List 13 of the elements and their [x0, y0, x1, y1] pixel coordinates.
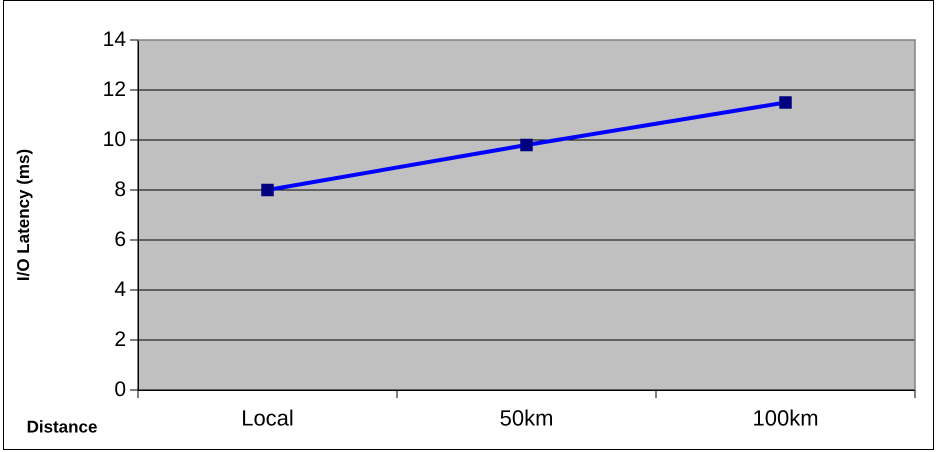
y-tick-label: 14	[102, 28, 126, 51]
y-tick-label: 10	[102, 128, 126, 151]
y-tick-label: 4	[114, 278, 126, 301]
x-tick-label: 100km	[752, 405, 819, 430]
x-tick-label: 50km	[500, 405, 554, 430]
y-tick-label: 0	[114, 378, 126, 401]
y-tick-label: 12	[102, 78, 126, 101]
y-tick-label: 6	[114, 228, 126, 251]
y-axis-title: I/O Latency (ms)	[14, 148, 33, 282]
y-tick-label: 8	[114, 178, 126, 201]
x-axis-title: Distance	[26, 418, 98, 437]
y-tick-label: 2	[114, 328, 126, 351]
x-tick-label: Local	[241, 405, 294, 430]
